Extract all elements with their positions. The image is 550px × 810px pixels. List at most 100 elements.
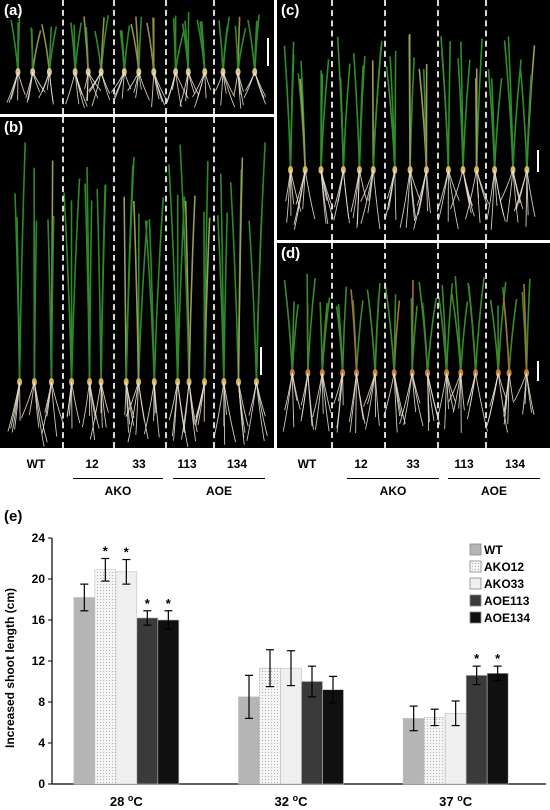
legend-swatch (469, 577, 482, 590)
seedling-root (512, 169, 519, 223)
seedling-leaf (234, 25, 239, 73)
seedling-root (524, 372, 527, 405)
seedling-root (143, 381, 155, 435)
seedling-leaf (307, 277, 317, 374)
seedling-root (6, 71, 19, 103)
seedling-leaf (389, 56, 396, 171)
seedling-leaf (247, 19, 256, 73)
seedling-leaf (218, 20, 224, 73)
seedling-root (255, 381, 266, 417)
divider (62, 117, 64, 448)
divider (331, 243, 333, 448)
panel-c-photo: (c) (277, 0, 550, 240)
panel-c-plants (283, 34, 536, 230)
y-tick-label: 24 (32, 531, 46, 545)
seedling-leaf (502, 297, 510, 374)
seedling-root (100, 381, 107, 428)
ako-group-line (73, 478, 163, 479)
panel-label: (e) (4, 508, 23, 525)
significance-marker: * (474, 651, 480, 666)
significance-marker: * (166, 596, 172, 611)
seedling-root (89, 381, 96, 420)
seedling-root (237, 71, 242, 109)
seedling-leaf (100, 184, 106, 383)
seedling-root (411, 372, 417, 413)
divider (485, 0, 487, 240)
seedling-root (238, 381, 249, 427)
aoe-group-label: AOE (205, 484, 232, 498)
seedling-root (127, 71, 140, 91)
seedling-leaf (291, 304, 299, 374)
seedling-leaf (10, 19, 19, 73)
seedling-leaf (366, 289, 376, 374)
seedling-root (503, 372, 510, 417)
genotype-ako12-label: 12 (85, 457, 99, 471)
legend-label: AOE134 (484, 611, 530, 625)
seedling-root (462, 169, 475, 217)
seedling-leaf (319, 301, 324, 374)
seedling-root (215, 71, 224, 91)
seedling-root (138, 71, 150, 101)
seedling-root (175, 71, 189, 99)
seedling-root (499, 169, 514, 202)
seedling-leaf (462, 59, 471, 171)
seedling-leaf (96, 188, 102, 383)
seedling-leaf (130, 23, 140, 73)
panel-a-photo: (a) (0, 0, 274, 114)
seedling-root (448, 372, 462, 402)
seedling-root (135, 381, 139, 435)
seedling-leaf (222, 26, 228, 73)
seedling-root (409, 169, 421, 200)
legend-label: AOE113 (484, 594, 530, 608)
seedling-root (185, 71, 189, 97)
seedling-leaf (393, 294, 397, 374)
seedling-leaf (74, 22, 83, 73)
seedling-leaf (123, 196, 127, 383)
seedling-root (153, 381, 160, 438)
panel-label: (d) (281, 245, 301, 262)
seedling-root (19, 381, 21, 421)
seedling-leaf (179, 144, 190, 383)
seedling-leaf (237, 157, 244, 383)
seedling-root (291, 372, 295, 428)
seedling-leaf (41, 24, 51, 73)
genotype-ako33-label: 33 (132, 457, 146, 471)
seedling-root (233, 71, 239, 96)
x-category-label: 28 oC (110, 793, 144, 809)
y-axis-label: Increased shoot length (cm) (3, 588, 17, 748)
seedling-root (350, 169, 360, 213)
seedling-leaf (489, 299, 500, 374)
seedling-root (21, 381, 35, 419)
y-tick-label: 0 (38, 777, 45, 791)
ako-group-label: AKO (379, 484, 407, 498)
seedling-root (358, 169, 368, 201)
seedling-leaf (255, 216, 263, 383)
seedling-leaf (507, 36, 514, 171)
panel-b-plants (7, 142, 268, 447)
seedling-root (255, 381, 265, 442)
seedling-root (469, 372, 477, 407)
legend-swatch (469, 611, 482, 624)
seedling-root (446, 372, 449, 410)
seedling-root (192, 71, 206, 98)
shoot-length-bar-chart: Increased shoot length (cm) 0 4 8 12 16 20 24 2… (3, 531, 546, 809)
seedling-leaf (174, 29, 185, 73)
y-tick-label: 12 (32, 654, 46, 668)
seedling-root (254, 71, 265, 99)
seedling-root (476, 169, 481, 223)
seedling-leaf (447, 41, 452, 171)
seedling-root (127, 381, 139, 443)
y-tick-label: 20 (32, 572, 46, 586)
seedling-leaf (17, 13, 21, 73)
seedling-leaf (372, 41, 383, 171)
seedling-leaf (152, 17, 155, 73)
seedling-root (367, 372, 376, 405)
seedling-leaf (123, 25, 131, 73)
seedling-root (153, 71, 163, 103)
seedling-leaf (339, 77, 345, 171)
seedling-root (74, 71, 80, 105)
seedling-leaf (289, 41, 295, 171)
seedling-root (508, 372, 514, 403)
seedling-leaf (337, 304, 344, 374)
seedling-root (197, 71, 206, 98)
